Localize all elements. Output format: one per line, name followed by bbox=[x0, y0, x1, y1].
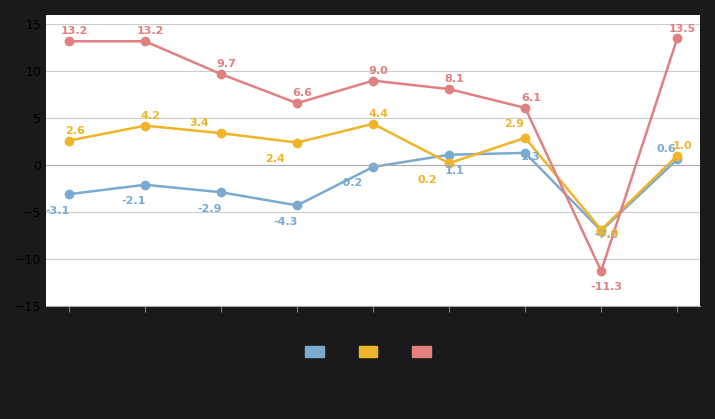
Text: 0.2: 0.2 bbox=[417, 175, 437, 185]
Text: 13.5: 13.5 bbox=[669, 23, 696, 34]
Text: 2.6: 2.6 bbox=[64, 126, 84, 136]
Text: -4.3: -4.3 bbox=[274, 217, 298, 227]
Text: 8.1: 8.1 bbox=[445, 74, 465, 84]
Text: -7.0: -7.0 bbox=[595, 230, 619, 240]
Text: 2.9: 2.9 bbox=[504, 119, 524, 129]
Text: 4.2: 4.2 bbox=[141, 111, 161, 121]
Text: -0.2: -0.2 bbox=[339, 178, 363, 189]
Text: 9.7: 9.7 bbox=[217, 59, 237, 69]
Text: -2.1: -2.1 bbox=[122, 196, 146, 206]
Text: -2.9: -2.9 bbox=[198, 204, 222, 214]
Text: 6.6: 6.6 bbox=[292, 88, 312, 98]
Text: 1.3: 1.3 bbox=[521, 152, 541, 162]
Text: -6.9: -6.9 bbox=[594, 229, 619, 239]
Text: 13.2: 13.2 bbox=[137, 26, 164, 36]
Text: 3.4: 3.4 bbox=[189, 118, 209, 128]
Text: 4.4: 4.4 bbox=[369, 109, 389, 119]
Text: 6.1: 6.1 bbox=[521, 93, 541, 103]
Text: -3.1: -3.1 bbox=[46, 206, 70, 216]
Text: 13.2: 13.2 bbox=[61, 26, 88, 36]
Text: -11.3: -11.3 bbox=[591, 282, 623, 292]
Text: 2.4: 2.4 bbox=[265, 154, 285, 164]
Text: 1.0: 1.0 bbox=[673, 141, 693, 151]
Text: 1.1: 1.1 bbox=[445, 166, 465, 176]
Text: 9.0: 9.0 bbox=[369, 66, 388, 76]
Text: 0.6: 0.6 bbox=[656, 145, 676, 155]
Legend: , , : , , bbox=[300, 341, 446, 363]
